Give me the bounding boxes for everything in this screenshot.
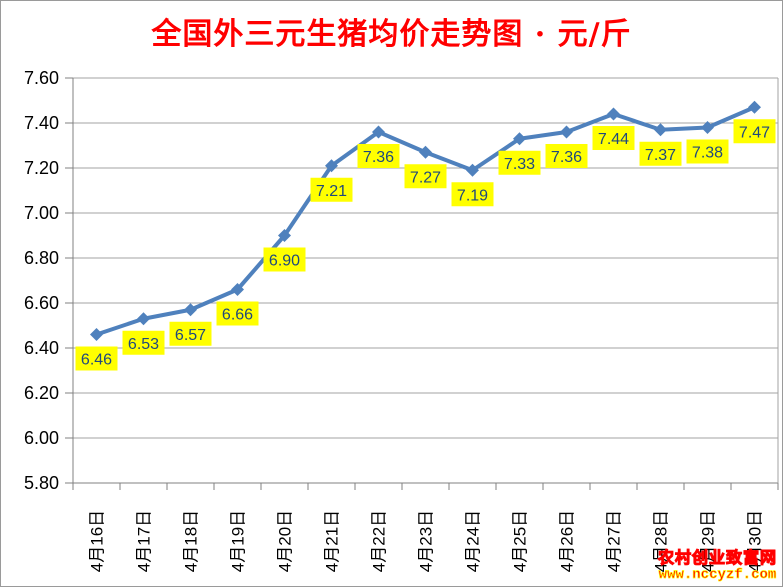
data-label: 6.90 <box>269 253 300 270</box>
data-label: 7.33 <box>504 156 535 173</box>
data-point-marker <box>607 107 620 121</box>
data-label: 7.44 <box>598 131 629 148</box>
x-axis-label: 4月27日 <box>605 510 624 572</box>
data-point-marker <box>372 125 385 139</box>
data-label-bg <box>404 164 447 189</box>
data-point-marker <box>748 100 761 114</box>
y-axis-label: 6.20 <box>24 383 59 403</box>
data-label: 7.37 <box>645 147 676 164</box>
data-point-marker <box>137 312 150 326</box>
y-axis-label: 7.40 <box>24 113 59 133</box>
y-axis-label: 7.60 <box>24 68 59 88</box>
data-label-bg <box>451 182 494 207</box>
data-point-marker <box>466 163 479 177</box>
y-axis-label: 6.40 <box>24 338 59 358</box>
watermark-site-url: www.nccyzf.com <box>658 566 777 583</box>
data-label-bg <box>357 144 400 168</box>
x-axis-label: 4月26日 <box>558 510 577 572</box>
x-axis-label: 4月16日 <box>88 510 107 572</box>
data-label: 7.36 <box>363 149 394 166</box>
watermark: 农村创业致富网 www.nccyzf.com <box>657 550 777 583</box>
data-label: 6.46 <box>81 352 112 369</box>
data-point-marker <box>184 303 197 317</box>
y-axis-label: 7.20 <box>24 158 59 178</box>
data-label-bg <box>122 330 165 355</box>
x-axis-label: 4月22日 <box>370 510 389 572</box>
data-label-bg <box>733 119 776 144</box>
x-axis-label: 4月28日 <box>652 510 671 572</box>
data-label: 6.53 <box>128 336 159 353</box>
data-point-marker <box>701 121 714 134</box>
data-point-marker <box>278 229 291 242</box>
y-axis-label: 7.00 <box>24 203 59 223</box>
data-label: 7.27 <box>410 169 441 186</box>
data-point-marker <box>231 283 244 296</box>
data-label: 6.57 <box>175 327 206 344</box>
x-axis-label: 4月18日 <box>182 510 201 572</box>
y-axis-label: 6.80 <box>24 248 59 268</box>
data-label: 7.47 <box>739 124 770 141</box>
x-axis-label: 4月30日 <box>746 510 765 572</box>
data-label-bg <box>592 126 635 150</box>
x-axis-label: 4月23日 <box>417 510 436 572</box>
x-axis-label: 4月21日 <box>323 510 342 572</box>
data-label-bg <box>169 321 212 346</box>
x-axis-label: 4月19日 <box>229 510 248 572</box>
data-label: 7.38 <box>692 145 723 162</box>
y-axis-label: 6.00 <box>24 428 59 448</box>
data-label-bg <box>545 144 588 168</box>
data-point-marker <box>419 145 432 159</box>
x-axis-label: 4月17日 <box>135 510 154 572</box>
y-axis-label: 6.60 <box>24 293 59 313</box>
x-axis-label: 4月29日 <box>699 510 718 572</box>
price-line <box>94 105 757 337</box>
watermark-site-name: 农村创业致富网 <box>657 550 777 568</box>
data-point-marker <box>90 328 103 341</box>
data-point-marker <box>325 159 338 173</box>
data-label-bg <box>75 346 118 371</box>
data-label-bg <box>639 141 682 166</box>
data-point-marker <box>654 123 667 137</box>
data-label: 7.36 <box>551 149 582 166</box>
chart-title: 全国外三元生猪均价走势图 · 元/斤 <box>151 17 632 52</box>
data-label: 7.19 <box>457 187 488 204</box>
data-point-marker <box>513 132 526 146</box>
data-label-bg <box>686 139 729 164</box>
data-label: 7.21 <box>316 183 347 200</box>
x-axis-label: 4月24日 <box>464 510 483 572</box>
data-label: 6.66 <box>222 307 253 324</box>
data-label-bg <box>216 301 259 326</box>
data-point-marker <box>560 125 573 139</box>
data-label-bg <box>498 150 541 175</box>
data-label-bg <box>263 247 306 272</box>
x-axis-label: 4月25日 <box>511 510 530 572</box>
x-axis-label: 4月20日 <box>276 510 295 572</box>
y-axis-label: 5.80 <box>24 473 59 493</box>
data-label-bg <box>310 177 353 202</box>
